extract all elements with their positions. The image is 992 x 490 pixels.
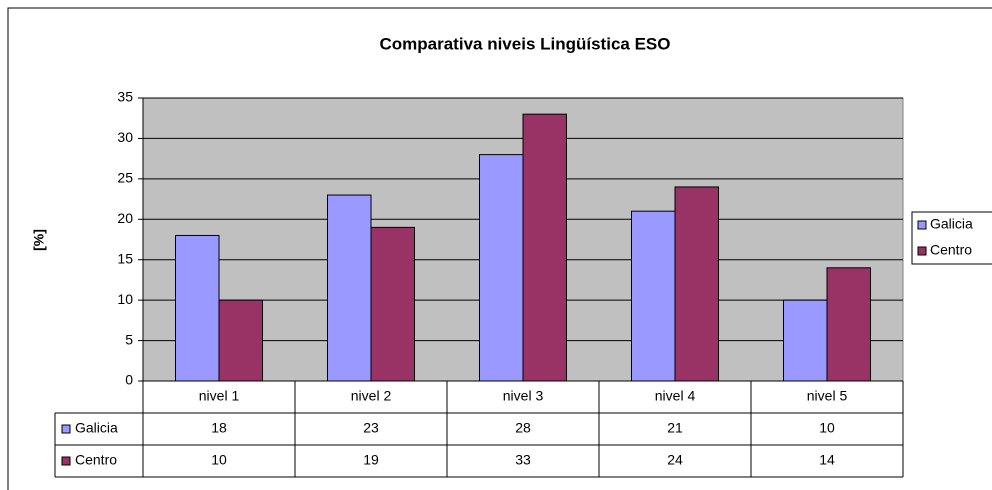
y-tick-label: 5 — [125, 331, 133, 347]
y-tick-label: 30 — [117, 129, 133, 145]
table-cell: 18 — [211, 420, 227, 436]
bar — [479, 154, 524, 382]
y-tick-label: 0 — [125, 372, 133, 388]
y-tick-label: 20 — [117, 210, 133, 226]
chart-title: Comparativa niveis Lingüística ESO — [380, 34, 671, 53]
bar — [783, 299, 828, 382]
table-key — [61, 424, 71, 434]
y-tick-label: 10 — [117, 291, 133, 307]
x-tick-label: nivel 2 — [351, 388, 392, 404]
x-tick-label: nivel 5 — [807, 388, 848, 404]
table-row-label: Galicia — [75, 420, 118, 436]
table-cell: 33 — [515, 452, 531, 468]
table-key — [61, 456, 71, 466]
table-cell: 14 — [819, 452, 835, 468]
x-tick-label: nivel 3 — [503, 388, 544, 404]
table-cell: 24 — [667, 452, 683, 468]
table-cell: 28 — [515, 420, 531, 436]
table-cell: 10 — [819, 420, 835, 436]
y-tick-label: 25 — [117, 170, 133, 186]
y-axis-label: [%] — [31, 229, 47, 251]
bar — [826, 267, 871, 382]
legend-label: Galicia — [930, 216, 973, 232]
bar — [631, 210, 676, 382]
x-tick-label: nivel 4 — [655, 388, 696, 404]
table-cell: 21 — [667, 420, 683, 436]
table-cell: 23 — [363, 420, 379, 436]
bar — [175, 234, 220, 382]
table-cell: 19 — [363, 452, 379, 468]
x-tick-label: nivel 1 — [199, 388, 240, 404]
y-tick-label: 35 — [117, 89, 133, 105]
y-tick-label: 15 — [117, 250, 133, 266]
bar — [522, 113, 567, 382]
legend-key — [917, 220, 927, 230]
bar — [370, 226, 415, 382]
table-cell: 10 — [211, 452, 227, 468]
bar — [218, 299, 263, 382]
bar — [327, 194, 372, 382]
bar — [674, 186, 719, 382]
legend-key — [917, 246, 927, 256]
table-row-label: Centro — [75, 452, 117, 468]
legend-label: Centro — [930, 242, 972, 258]
